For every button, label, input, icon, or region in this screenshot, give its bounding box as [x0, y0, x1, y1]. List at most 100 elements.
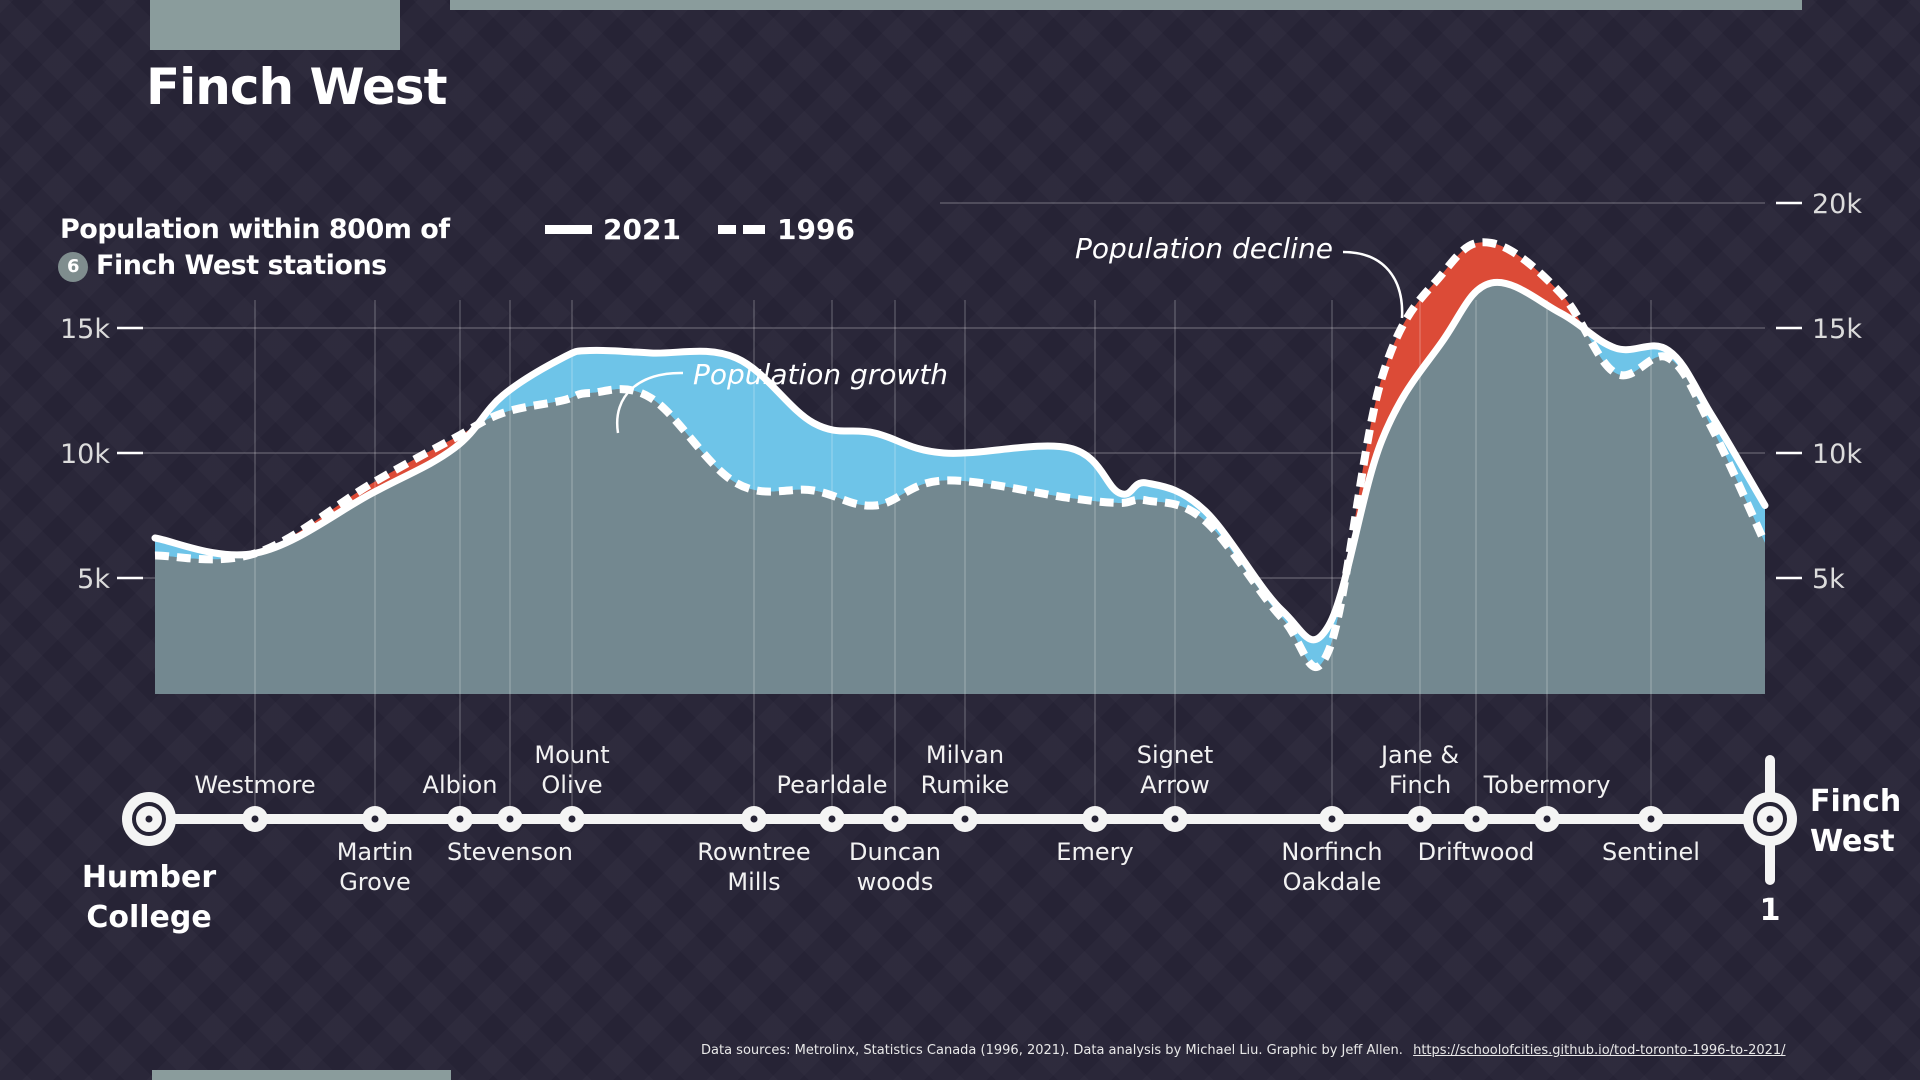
source-link[interactable]: https://schoolofcities.github.io/tod-tor… — [1413, 1043, 1786, 1058]
station-label: Rumike — [921, 771, 1010, 799]
footer-credits: Data sources: Metrolinx, Statistics Cana… — [701, 1043, 1786, 1058]
station-label: West — [1810, 824, 1895, 859]
station-dot-icon — [1472, 815, 1480, 823]
line-layer — [151, 238, 1769, 671]
station-label: woods — [857, 868, 934, 896]
annotation-population-decline: Population decline — [1075, 232, 1333, 265]
decorative-bar-top-right — [450, 0, 1802, 10]
station-dot-icon — [1543, 815, 1551, 823]
chart-subtitle: Population within 800m of 6 Finch West st… — [58, 212, 450, 284]
terminal-dot-icon — [1766, 815, 1774, 823]
legend-label: 1996 — [777, 213, 855, 246]
y-tick-label-left: 15k — [60, 314, 110, 345]
growth-leader-line — [615, 371, 684, 434]
station-dot-icon — [456, 815, 464, 823]
dashed-line-swatch-icon — [718, 225, 765, 234]
station-label: Signet — [1137, 741, 1214, 769]
station-label: Jane & — [1379, 741, 1459, 769]
annotations: Population growth Population decline — [615, 232, 1404, 434]
station-label: Olive — [541, 771, 602, 799]
station-label: Duncan — [849, 838, 941, 866]
station-label: Finch — [1810, 784, 1901, 819]
station-label: Emery — [1056, 838, 1133, 866]
station-dot-icon — [1647, 815, 1655, 823]
station-label: Norfinch — [1281, 838, 1382, 866]
station-emery: Emery — [1056, 806, 1134, 866]
page-title: Finch West — [146, 58, 447, 116]
station-westmore: Westmore — [194, 771, 316, 832]
station-dot-icon — [1416, 815, 1424, 823]
station-dot-icon — [506, 815, 514, 823]
decorative-bar-bottom — [152, 1070, 451, 1080]
legend-label: 2021 — [603, 213, 681, 246]
legend-item-2021: 2021 — [545, 213, 681, 246]
station-gridlines — [254, 300, 1652, 819]
station-dot-icon — [1091, 815, 1099, 823]
station-label: Mount — [534, 741, 609, 769]
subtitle-line-2-text: Finch West stations — [96, 250, 387, 281]
y-axis-right: 5k 10k 15k 20k — [1776, 189, 1862, 595]
station-dot-icon — [961, 815, 969, 823]
station-label: Mills — [727, 868, 780, 896]
y-tick-label-left: 10k — [60, 439, 110, 470]
station-dot-icon — [568, 815, 576, 823]
station-label: Driftwood — [1418, 838, 1535, 866]
y-tick-label-right: 20k — [1812, 189, 1862, 220]
data-sources-text: Data sources: Metrolinx, Statistics Cana… — [701, 1043, 1403, 1058]
station-dot-icon — [251, 815, 259, 823]
subtitle-line-2: 6 Finch West stations — [58, 248, 450, 284]
station-finch-west: Finch West 1 — [1743, 784, 1901, 928]
y-tick-label-right: 5k — [1812, 564, 1845, 595]
y-tick-label-right: 15k — [1812, 314, 1862, 345]
station-label: Martin — [337, 838, 414, 866]
connecting-line-number: 1 — [1760, 893, 1781, 928]
station-dot-icon — [828, 815, 836, 823]
y-axis-left: 5k 10k 15k — [60, 314, 143, 595]
area-layer — [155, 242, 1765, 694]
station-label: Finch — [1389, 771, 1451, 799]
station-dot-icon — [1171, 815, 1179, 823]
station-dot-icon — [371, 815, 379, 823]
station-sentinel: Sentinel — [1602, 806, 1700, 866]
station-label: Pearldale — [777, 771, 888, 799]
decorative-bar-top-left — [150, 0, 400, 50]
terminal-dot-icon — [145, 815, 153, 823]
station-dot-icon — [1328, 815, 1336, 823]
shared-population-area — [155, 282, 1765, 694]
station-label: Milvan — [926, 741, 1004, 769]
station-humber-college: Humber College — [82, 792, 217, 935]
solid-line-swatch-icon — [545, 225, 592, 234]
station-label: Stevenson — [447, 838, 573, 866]
station-stevenson: Stevenson — [447, 806, 573, 866]
station-label: Albion — [423, 771, 498, 799]
annotation-population-growth: Population growth — [693, 358, 948, 391]
y-tick-label-right: 10k — [1812, 439, 1862, 470]
station-label: Humber — [82, 860, 217, 895]
station-driftwood: Driftwood — [1418, 806, 1535, 866]
decline-leader-line — [1342, 250, 1404, 319]
legend-item-1996: 1996 — [718, 213, 855, 246]
line-number-badge: 6 — [58, 251, 88, 282]
line-1996 — [154, 238, 1769, 671]
station-label: Sentinel — [1602, 838, 1700, 866]
station-tobermory: Tobermory — [1483, 771, 1611, 832]
station-label: Oakdale — [1283, 868, 1382, 896]
station-albion: Albion — [423, 771, 498, 832]
terminal-ring-icon — [132, 802, 166, 836]
station-label: College — [86, 900, 211, 935]
line-2021 — [151, 278, 1769, 644]
station-label: Grove — [339, 868, 411, 896]
station-label: Rowntree — [697, 838, 810, 866]
station-dot-icon — [750, 815, 758, 823]
station-pearldale: Pearldale — [777, 771, 888, 832]
station-label: Tobermory — [1483, 771, 1611, 799]
